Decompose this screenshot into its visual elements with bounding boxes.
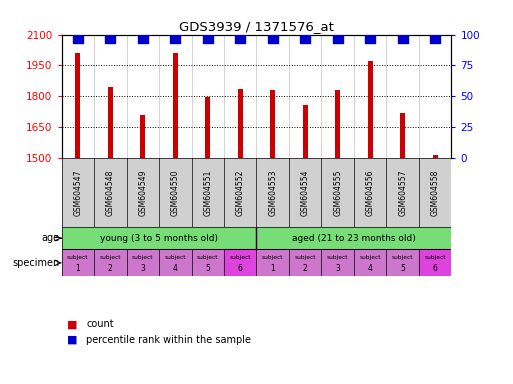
Title: GDS3939 / 1371576_at: GDS3939 / 1371576_at xyxy=(179,20,334,33)
Text: subject: subject xyxy=(360,255,381,260)
Text: subject: subject xyxy=(294,255,316,260)
Point xyxy=(74,35,82,41)
Bar xyxy=(322,249,354,276)
Bar xyxy=(368,61,372,158)
Bar xyxy=(419,158,451,227)
Bar xyxy=(433,155,438,158)
Bar xyxy=(159,249,191,276)
Point xyxy=(333,35,342,41)
Text: GSM604548: GSM604548 xyxy=(106,169,115,216)
Text: age: age xyxy=(42,233,60,243)
Bar xyxy=(224,249,256,276)
Text: subject: subject xyxy=(100,255,121,260)
Point xyxy=(431,35,439,41)
Point xyxy=(171,35,180,41)
Point xyxy=(236,35,244,41)
Bar xyxy=(354,158,386,227)
Text: GSM604553: GSM604553 xyxy=(268,169,277,216)
Bar xyxy=(256,158,289,227)
Text: 3: 3 xyxy=(141,264,145,273)
Text: GSM604555: GSM604555 xyxy=(333,169,342,216)
Text: subject: subject xyxy=(262,255,284,260)
Text: subject: subject xyxy=(327,255,348,260)
Point xyxy=(269,35,277,41)
Bar xyxy=(108,87,113,158)
Bar xyxy=(75,53,80,158)
Bar xyxy=(62,158,94,227)
Bar xyxy=(419,249,451,276)
Text: GSM604550: GSM604550 xyxy=(171,169,180,216)
Bar xyxy=(289,249,322,276)
Text: GSM604554: GSM604554 xyxy=(301,169,310,216)
Text: count: count xyxy=(86,319,114,329)
Point xyxy=(399,35,407,41)
Bar xyxy=(336,90,340,158)
Text: 2: 2 xyxy=(303,264,308,273)
Bar xyxy=(303,105,308,158)
Point xyxy=(204,35,212,41)
Text: subject: subject xyxy=(165,255,186,260)
Bar xyxy=(62,227,256,249)
Bar xyxy=(322,158,354,227)
Bar xyxy=(173,53,177,158)
Text: 1: 1 xyxy=(75,264,80,273)
Text: 6: 6 xyxy=(433,264,438,273)
Bar xyxy=(205,98,210,158)
Text: GSM604556: GSM604556 xyxy=(366,169,374,216)
Bar xyxy=(289,158,322,227)
Text: subject: subject xyxy=(132,255,153,260)
Bar xyxy=(127,158,159,227)
Text: 5: 5 xyxy=(400,264,405,273)
Point xyxy=(366,35,374,41)
Point xyxy=(106,35,114,41)
Text: ■: ■ xyxy=(67,335,77,345)
Text: 2: 2 xyxy=(108,264,113,273)
Bar xyxy=(354,249,386,276)
Text: percentile rank within the sample: percentile rank within the sample xyxy=(86,335,251,345)
Text: subject: subject xyxy=(424,255,446,260)
Bar xyxy=(386,158,419,227)
Text: subject: subject xyxy=(197,255,219,260)
Text: ■: ■ xyxy=(67,319,77,329)
Text: young (3 to 5 months old): young (3 to 5 months old) xyxy=(100,233,218,243)
Bar xyxy=(224,158,256,227)
Text: 5: 5 xyxy=(205,264,210,273)
Bar xyxy=(191,158,224,227)
Text: GSM604549: GSM604549 xyxy=(139,169,147,216)
Text: 1: 1 xyxy=(270,264,275,273)
Bar xyxy=(238,89,243,158)
Text: GSM604547: GSM604547 xyxy=(73,169,82,216)
Bar xyxy=(256,227,451,249)
Text: 4: 4 xyxy=(173,264,177,273)
Bar xyxy=(191,249,224,276)
Text: subject: subject xyxy=(392,255,413,260)
Bar xyxy=(62,249,94,276)
Text: GSM604557: GSM604557 xyxy=(398,169,407,216)
Point xyxy=(139,35,147,41)
Text: 4: 4 xyxy=(368,264,372,273)
Bar xyxy=(159,158,191,227)
Text: subject: subject xyxy=(67,255,89,260)
Bar xyxy=(400,113,405,158)
Text: 3: 3 xyxy=(336,264,340,273)
Bar xyxy=(141,115,145,158)
Bar xyxy=(256,249,289,276)
Text: specimen: specimen xyxy=(13,258,60,268)
Text: subject: subject xyxy=(229,255,251,260)
Point xyxy=(301,35,309,41)
Bar xyxy=(270,90,275,158)
Bar xyxy=(94,158,127,227)
Text: GSM604551: GSM604551 xyxy=(203,169,212,216)
Text: GSM604558: GSM604558 xyxy=(431,169,440,216)
Text: 6: 6 xyxy=(238,264,243,273)
Bar xyxy=(127,249,159,276)
Text: GSM604552: GSM604552 xyxy=(236,169,245,216)
Bar xyxy=(386,249,419,276)
Text: aged (21 to 23 months old): aged (21 to 23 months old) xyxy=(292,233,416,243)
Bar xyxy=(94,249,127,276)
